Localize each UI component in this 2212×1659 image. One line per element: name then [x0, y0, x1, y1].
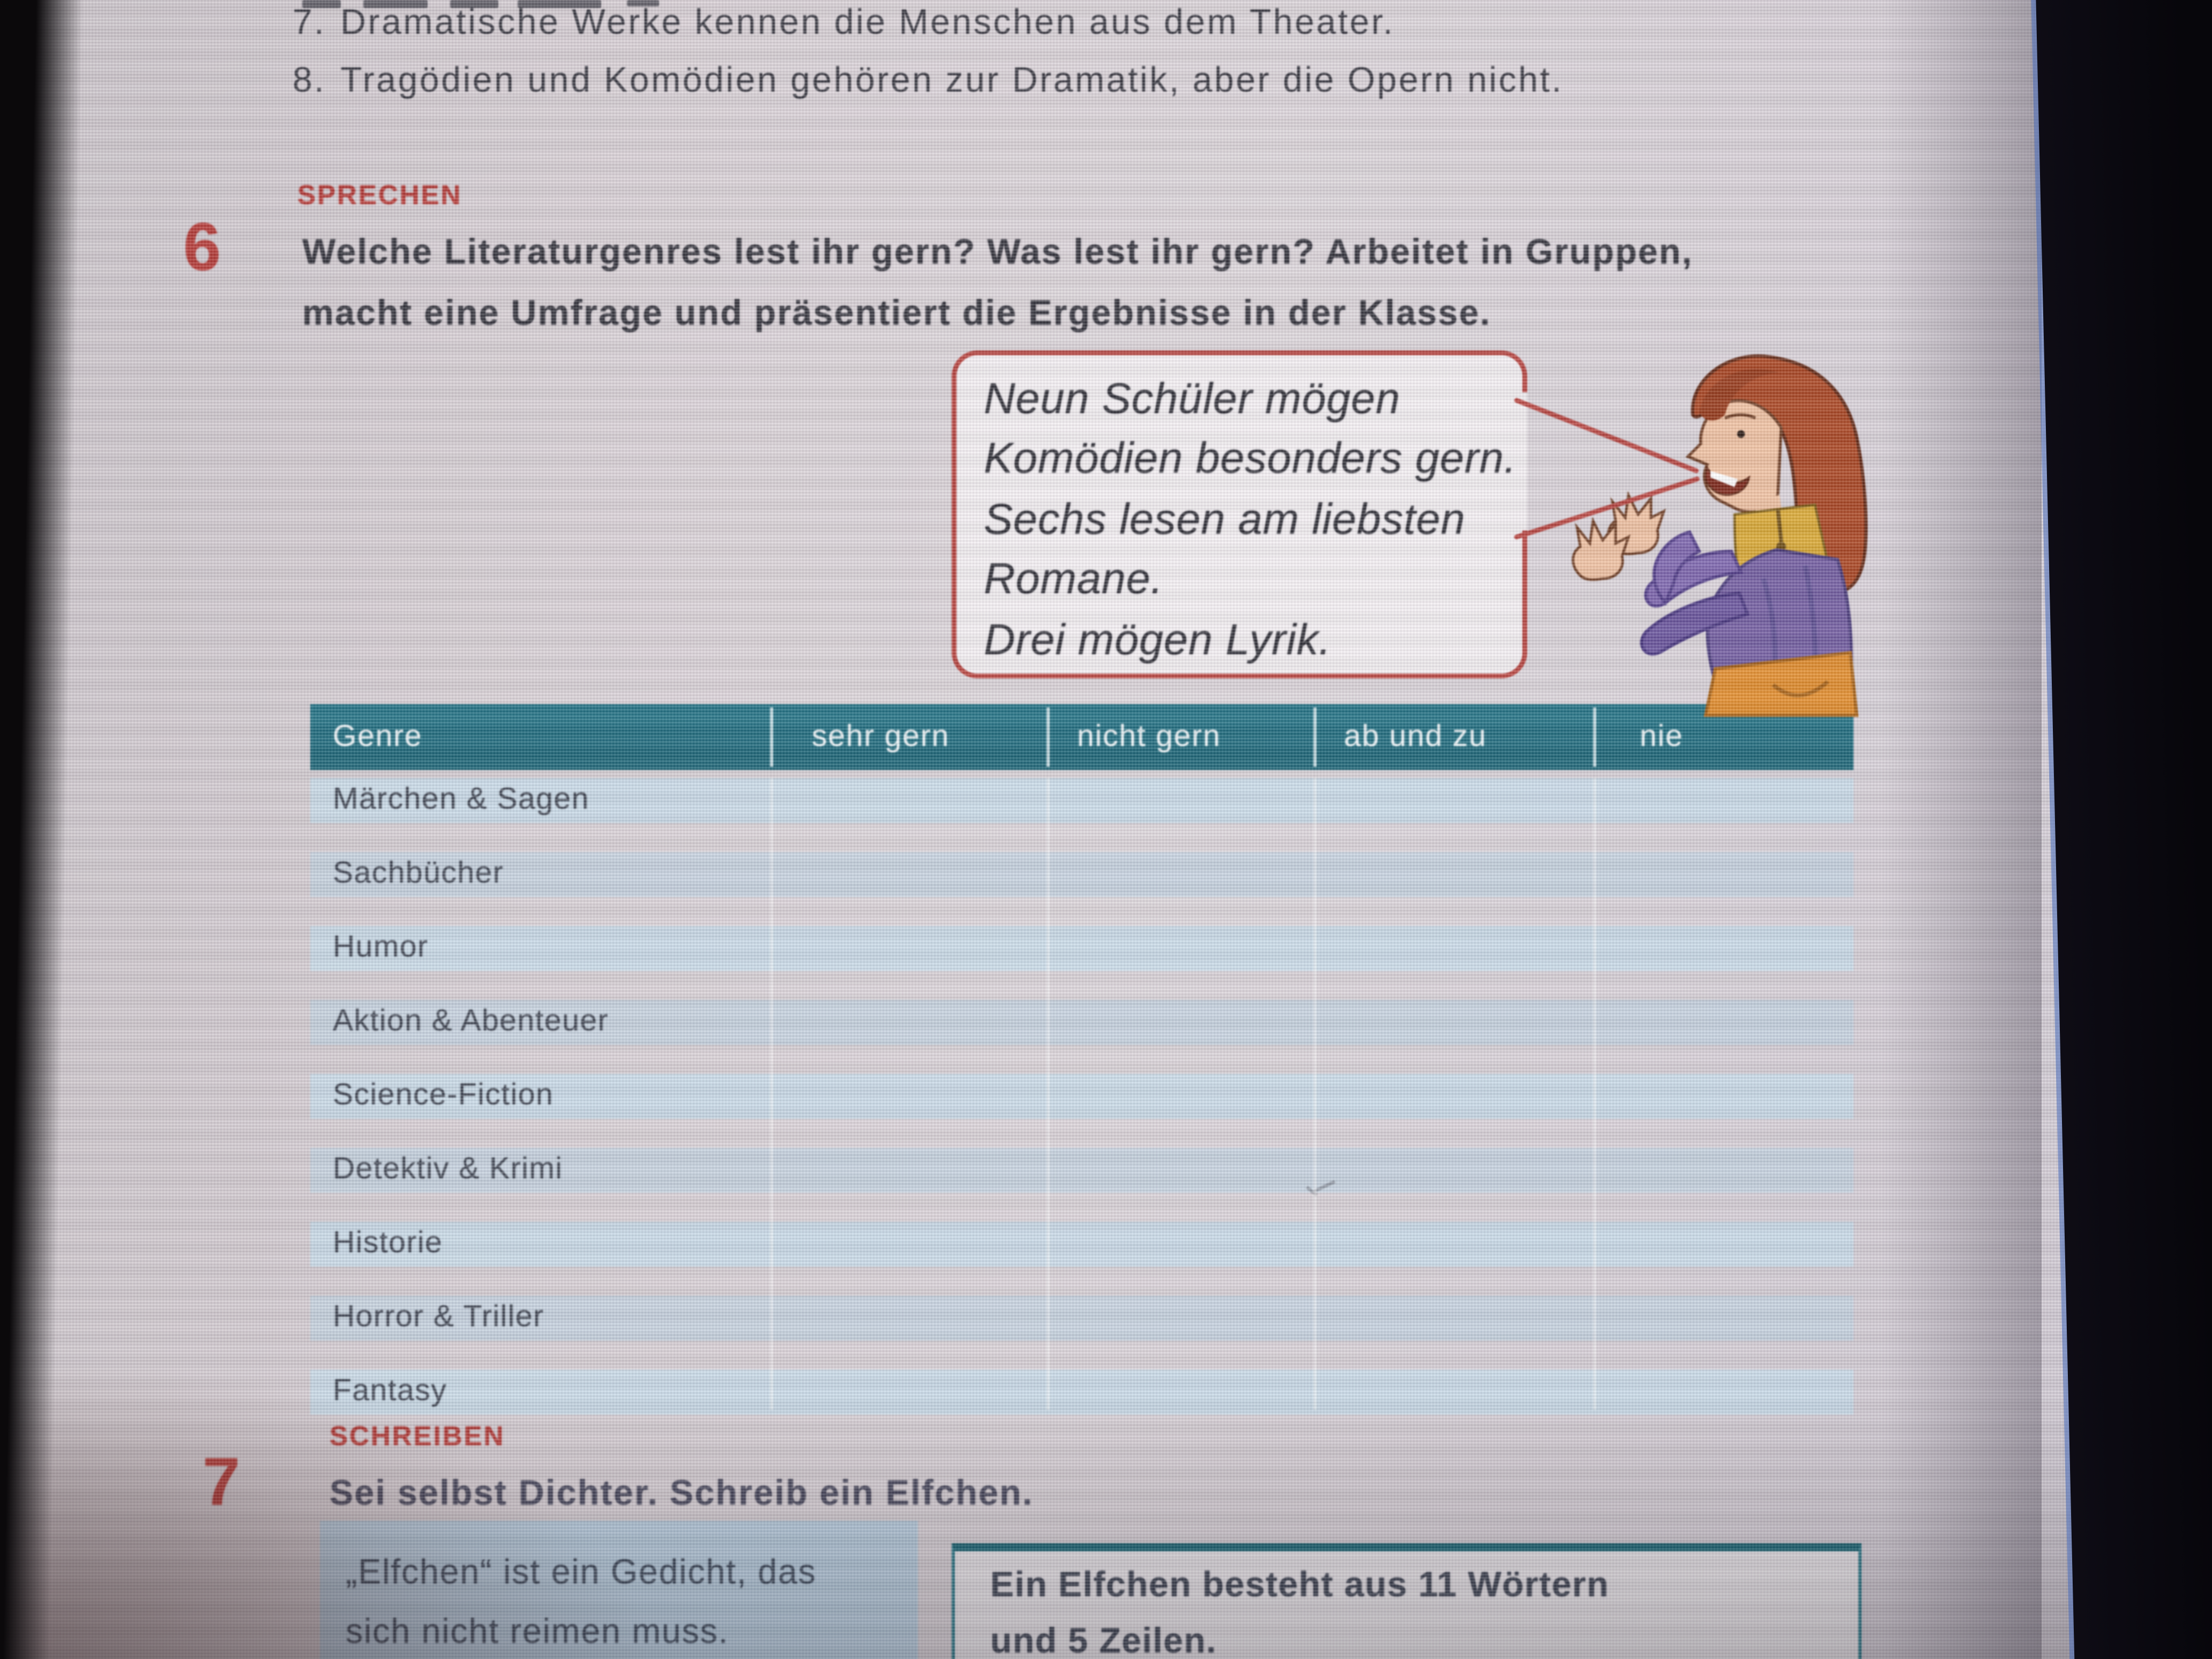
header-ab-und-zu: ab und zu [1344, 720, 1487, 754]
exercise-7-number: 7 [203, 1444, 241, 1519]
table-row: Horror & Triller [310, 1296, 1854, 1341]
note-right-line: Ein Elfchen besteht aus 11 Wörtern [990, 1564, 1609, 1604]
girl-speaking-illustration [1572, 354, 1868, 717]
column-guide [1047, 778, 1050, 1410]
table-row: Aktion & Abenteuer [310, 1000, 1854, 1045]
cropped-glyph-fragment [450, 0, 498, 8]
speech-bubble [952, 350, 1527, 678]
speech-bubble-tail-gap [1513, 392, 1527, 530]
speech-bubble-line: Komödien besonders gern. [984, 435, 1517, 483]
header-nie: nie [1640, 720, 1684, 754]
note-left-line: „Elfchen“ ist ein Gedicht, das [346, 1553, 817, 1591]
column-guide [1593, 778, 1596, 1410]
list-item-7-text: Dramatische Werke kennen die Menschen au… [340, 2, 1395, 42]
exercise-7-prompt: Sei selbst Dichter. Schreib ein Elfchen. [330, 1473, 1034, 1513]
cropped-glyph-fragment [363, 0, 428, 8]
speech-bubble-text: Neun Schüler mögen Komödien besonders ge… [984, 370, 1516, 670]
table-row: Fantasy [310, 1370, 1854, 1415]
exercise-6-number: 6 [183, 209, 221, 285]
column-guide [1313, 778, 1317, 1410]
header-separator [1593, 707, 1596, 767]
speech-bubble-line: Drei mögen Lyrik. [984, 615, 1332, 663]
list-item-7: 7. Dramatische Werke kennen die Menschen … [293, 2, 1395, 43]
header-separator [1313, 707, 1317, 767]
survey-table-rows: Märchen & Sagen Sachbücher Humor Aktion … [310, 778, 1854, 1444]
header-genre: Genre [333, 720, 423, 754]
list-item-8: 8. Tragödien und Komödien gehören zur Dra… [293, 59, 1564, 101]
header-nicht-gern: nicht gern [1077, 720, 1221, 754]
skill-label-schreiben: SCHREIBEN [330, 1421, 505, 1452]
note-right-line: und 5 Zeilen. [990, 1620, 1217, 1659]
header-separator [1047, 707, 1050, 767]
list-item-7-number: 7. [293, 2, 326, 42]
note-box-elfchen-definition: „Elfchen“ ist ein Gedicht, das sich nich… [320, 1521, 918, 1659]
skill-label-sprechen: SPRECHEN [297, 180, 462, 211]
list-item-8-number: 8. [293, 59, 326, 100]
header-sehr-gern: sehr gern [812, 720, 950, 754]
table-row: Sachbücher [310, 852, 1854, 897]
cropped-glyph-fragment [518, 0, 601, 8]
speech-bubble-line: Neun Schüler mögen [984, 375, 1401, 423]
header-separator [770, 707, 773, 767]
cropped-glyph-fragment [627, 0, 659, 6]
cropped-glyph-fragment [302, 0, 341, 8]
exercise-6-prompt-line-1: Welche Literaturgenres lest ihr gern? Wa… [302, 231, 1693, 272]
survey-table-header: Genre sehr gern nicht gern ab und zu nie [310, 704, 1854, 770]
speech-bubble-line: Romane. [984, 555, 1163, 603]
table-row: Historie [310, 1222, 1854, 1267]
list-item-8-text: Tragödien und Komödien gehören zur Drama… [340, 59, 1564, 100]
note-left-line: sich nicht reimen muss. [346, 1612, 729, 1651]
table-row: Science-Fiction [310, 1074, 1854, 1119]
column-guide [770, 778, 773, 1410]
table-row: Detektiv & Krimi [310, 1148, 1854, 1193]
table-row: Märchen & Sagen [310, 778, 1854, 823]
exercise-6-prompt-line-2: macht eine Umfrage und präsentiert die E… [302, 293, 1491, 333]
note-box-elfchen-rule: Ein Elfchen besteht aus 11 Wörtern und 5… [952, 1543, 1862, 1659]
table-row: Humor [310, 926, 1854, 971]
speech-bubble-line: Sechs lesen am liebsten [984, 495, 1466, 543]
